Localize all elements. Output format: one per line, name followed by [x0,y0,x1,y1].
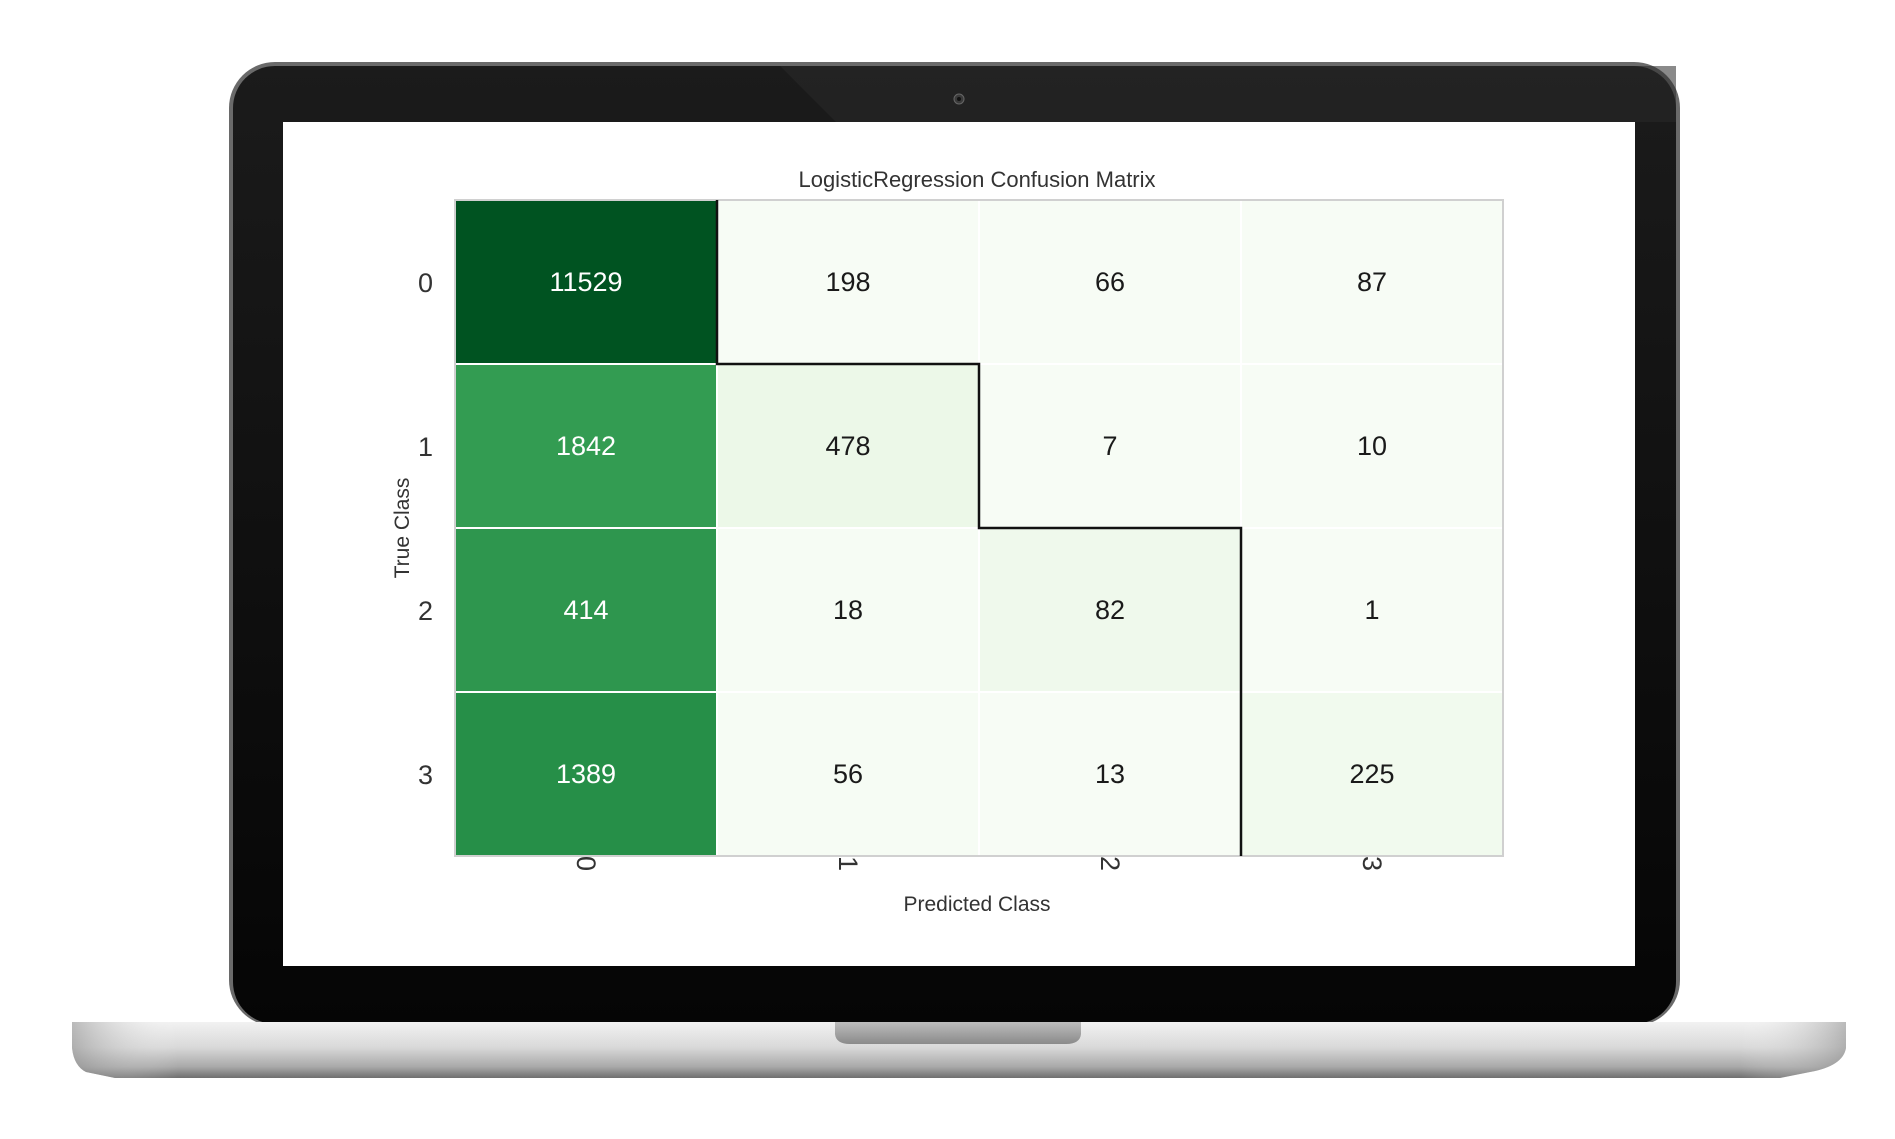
heatmap-cell [1241,364,1503,528]
cell-value-label: 1 [1364,595,1379,625]
x-tick-label: 1 [833,856,863,871]
x-tick-labels: 0 1 2 3 [571,856,1387,871]
heatmap-cell [717,528,979,692]
heatmap-cell [1241,200,1503,364]
y-axis-label: True Class [391,478,414,579]
chart-title: LogisticRegression Confusion Matrix [798,167,1155,192]
heatmap-cell [1241,528,1503,692]
bezel-reflection [780,66,1676,122]
x-tick-label: 3 [1357,856,1387,871]
cell-value-label: 56 [833,759,863,789]
heatmap-cell [455,692,717,856]
diagonal-outline [715,200,1243,856]
heatmap-cell [717,200,979,364]
heatmap-cell [717,364,979,528]
cell-value-label: 10 [1357,431,1387,461]
cell-value-label: 82 [1095,595,1125,625]
cell-value-label: 87 [1357,267,1387,297]
plot-frame [454,199,1504,857]
confusion-matrix-chart: LogisticRegression Confusion Matrix 1152… [391,167,1504,916]
cell-value-label: 7 [1102,431,1117,461]
heatmap-cell [979,200,1241,364]
heatmap-cell [455,200,717,364]
heatmap-cell [455,528,717,692]
cell-value-label: 225 [1349,759,1394,789]
cell-value-labels: 11529 198 66 87 1842 478 7 10 414 18 82 1 1389 56 13 22… [549,267,1394,789]
cell-value-label: 414 [563,595,608,625]
heatmap-cell [979,528,1241,692]
camera-lens [957,97,961,101]
heatmap-cell [979,692,1241,856]
y-tick-labels: 0 1 2 3 [418,268,433,790]
x-tick-label: 2 [1095,856,1125,871]
y-tick-label: 0 [418,268,433,298]
heatmap-cell [717,692,979,856]
cell-value-label: 13 [1095,759,1125,789]
heatmap-cell [1241,692,1503,856]
cell-value-label: 11529 [549,267,622,297]
cell-value-label: 1842 [556,431,616,461]
heatmap-cells [455,200,1503,856]
laptop-base-shade [72,1022,1846,1078]
y-tick-label: 3 [418,760,433,790]
cell-value-label: 478 [825,431,870,461]
x-tick-label: 0 [571,856,601,871]
cell-value-label: 1389 [556,759,616,789]
heatmap-cell [455,364,717,528]
y-tick-label: 2 [418,596,433,626]
y-tick-label: 1 [418,432,433,462]
cell-value-label: 66 [1095,267,1125,297]
cell-value-label: 198 [825,267,870,297]
x-axis-label: Predicted Class [903,893,1050,916]
laptop-hinge-notch [835,1022,1081,1044]
cell-value-label: 18 [833,595,863,625]
heatmap-cell [979,364,1241,528]
